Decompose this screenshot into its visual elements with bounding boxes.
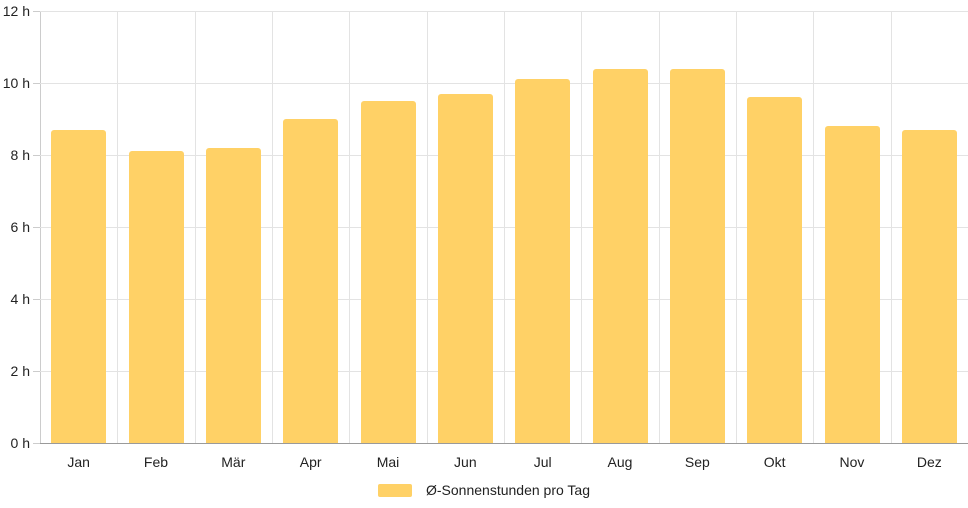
y-tick-label: 12 h [2, 3, 30, 19]
legend-label: Ø-Sonnenstunden pro Tag [426, 482, 590, 498]
bar-okt[interactable] [747, 97, 803, 443]
bar-jul[interactable] [515, 79, 571, 443]
x-tick-label-sep: Sep [684, 454, 710, 470]
y-tick-mark [33, 83, 40, 84]
bar-apr[interactable] [283, 119, 339, 443]
x-tick-label-aug: Aug [607, 454, 633, 470]
y-tick-mark [33, 371, 40, 372]
bar-jun[interactable] [437, 93, 493, 443]
bar-jan[interactable] [51, 129, 107, 443]
x-tick-label-jun: Jun [454, 454, 477, 470]
y-tick-mark [33, 227, 40, 228]
bar-dez[interactable] [901, 129, 957, 443]
horizontal-gridline [40, 11, 968, 12]
legend: Ø-Sonnenstunden pro Tag [0, 480, 968, 500]
x-tick-label-mär: Mär [221, 454, 246, 470]
x-tick-label-apr: Apr [299, 454, 322, 470]
horizontal-gridline [40, 371, 968, 372]
legend-item-sun-hours[interactable]: Ø-Sonnenstunden pro Tag [378, 481, 590, 499]
x-tick-label-nov: Nov [839, 454, 865, 470]
horizontal-gridline [40, 299, 968, 300]
y-tick-label: 8 h [10, 147, 30, 163]
bar-sep[interactable] [669, 68, 725, 443]
x-tick-label-okt: Okt [763, 454, 786, 470]
bar-feb[interactable] [128, 151, 184, 443]
y-tick-label: 10 h [2, 75, 30, 91]
bar-nov[interactable] [824, 126, 880, 443]
y-tick-label: 0 h [10, 435, 30, 451]
legend-swatch-icon [378, 483, 412, 497]
bar-aug[interactable] [592, 68, 648, 443]
x-tick-label-jan: Jan [67, 454, 90, 470]
plot-area [40, 11, 968, 443]
x-tick-label-feb: Feb [143, 454, 169, 470]
bar-mär[interactable] [205, 147, 261, 443]
horizontal-gridline [40, 155, 968, 156]
y-tick-label: 6 h [10, 219, 30, 235]
x-tick-label-jul: Jul [533, 454, 552, 470]
y-tick-label: 2 h [10, 363, 30, 379]
x-tick-label-dez: Dez [916, 454, 942, 470]
horizontal-gridline [40, 227, 968, 228]
y-tick-mark [33, 443, 40, 444]
y-tick-label: 4 h [10, 291, 30, 307]
bar-mai[interactable] [360, 101, 416, 443]
y-tick-mark [33, 155, 40, 156]
y-tick-mark [33, 299, 40, 300]
horizontal-gridline [40, 83, 968, 84]
x-axis-line [40, 443, 968, 444]
x-tick-label-mai: Mai [376, 454, 400, 470]
y-tick-mark [33, 11, 40, 12]
